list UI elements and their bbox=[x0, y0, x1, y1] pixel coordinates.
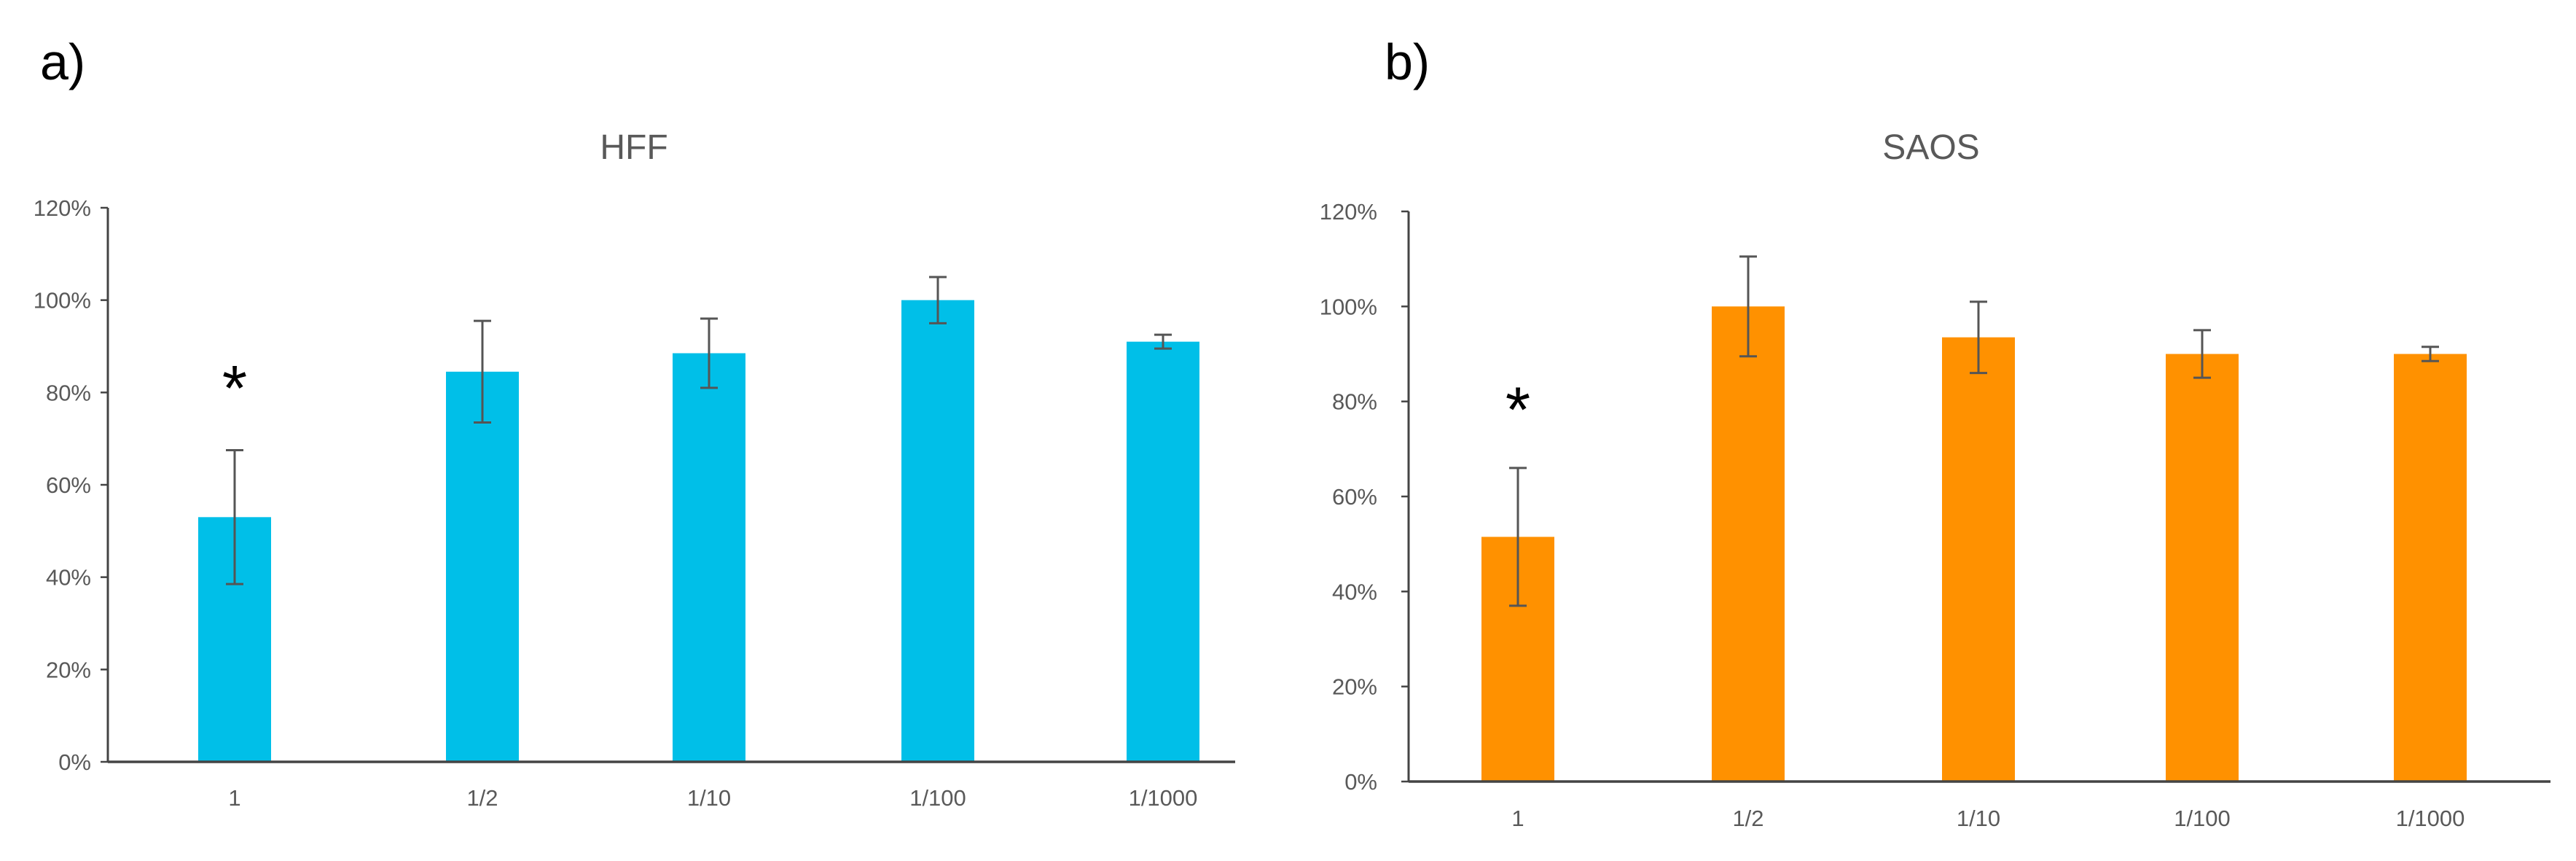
hff-y-tick-label: 100% bbox=[34, 288, 91, 313]
saos-y-tick-label: 100% bbox=[1320, 294, 1377, 319]
saos-significance-star: * bbox=[1506, 373, 1530, 445]
saos-y-tick-label: 20% bbox=[1332, 674, 1377, 700]
hff-bar bbox=[901, 300, 974, 763]
hff-bar bbox=[673, 353, 745, 762]
hff-y-tick-label: 120% bbox=[34, 195, 91, 221]
hff-y-tick-label: 40% bbox=[46, 565, 91, 591]
panel-label-a: a) bbox=[40, 34, 86, 90]
saos-category-label: 1/2 bbox=[1732, 806, 1763, 831]
hff-chart-title: HFF bbox=[600, 128, 668, 167]
saos-y-tick-label: 120% bbox=[1320, 199, 1377, 225]
hff-bar bbox=[446, 371, 519, 762]
hff-y-tick-label: 60% bbox=[46, 472, 91, 498]
panel-label-b: b) bbox=[1385, 34, 1430, 90]
saos-category-label: 1/1000 bbox=[2396, 806, 2465, 831]
saos-bar bbox=[1942, 337, 2015, 782]
saos-category-label: 1/10 bbox=[1957, 806, 2000, 831]
saos-y-tick-label: 0% bbox=[1344, 769, 1377, 795]
hff-y-tick-label: 20% bbox=[46, 657, 91, 682]
hff-bar bbox=[1127, 341, 1199, 763]
hff-y-tick-label: 0% bbox=[58, 749, 91, 775]
saos-bar bbox=[1712, 306, 1785, 782]
saos-chart-title: SAOS bbox=[1882, 128, 1979, 167]
hff-category-label: 1/2 bbox=[466, 785, 498, 811]
saos-y-tick-label: 80% bbox=[1332, 389, 1377, 415]
hff-category-label: 1/10 bbox=[687, 785, 731, 811]
saos-category-label: 1/100 bbox=[2174, 806, 2231, 831]
hff-y-tick-label: 80% bbox=[46, 380, 91, 405]
saos-category-label: 1 bbox=[1511, 806, 1524, 831]
hff-category-label: 1/100 bbox=[909, 785, 966, 811]
saos-bar bbox=[2166, 354, 2239, 782]
saos-y-tick-label: 40% bbox=[1332, 579, 1377, 604]
saos-y-tick-label: 60% bbox=[1332, 484, 1377, 510]
hff-significance-star: * bbox=[222, 352, 247, 424]
saos-bar bbox=[2394, 354, 2467, 782]
hff-category-label: 1 bbox=[228, 785, 240, 811]
hff-category-label: 1/1000 bbox=[1129, 785, 1198, 811]
